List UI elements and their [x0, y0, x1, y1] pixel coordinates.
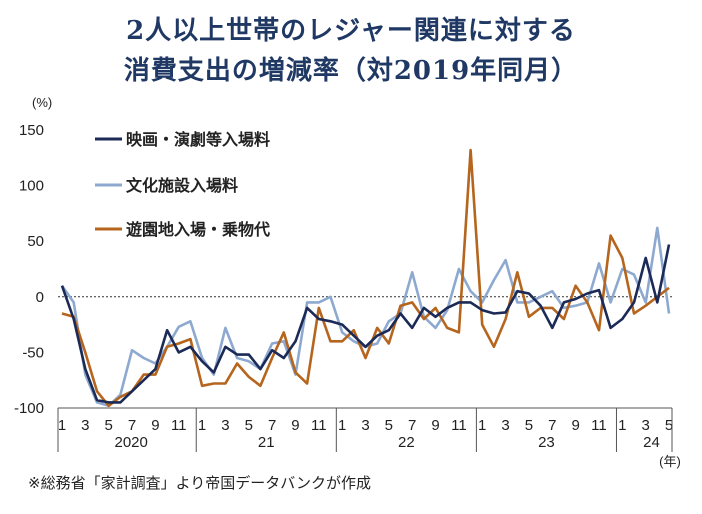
x-tick-label: 3: [81, 417, 89, 434]
x-tick-label: 5: [245, 417, 253, 434]
year-label: 24: [643, 434, 660, 451]
x-axis-label: (年): [659, 454, 681, 469]
x-tick-label: 1: [198, 417, 206, 434]
x-tick-label: 11: [591, 417, 607, 434]
x-tick-label: 5: [385, 417, 393, 434]
x-tick-label: 7: [548, 417, 556, 434]
x-tick-label: 9: [431, 417, 439, 434]
legend-label: 映画・演劇等入場料: [126, 130, 270, 149]
x-tick-label: 1: [58, 417, 66, 434]
y-tick-label: 50: [27, 233, 44, 250]
x-tick-label: 7: [408, 417, 416, 434]
x-tick-label: 1: [478, 417, 486, 434]
x-tick-label: 11: [311, 417, 327, 434]
x-tick-label: 11: [171, 417, 187, 434]
y-tick-label: 0: [36, 289, 44, 306]
year-label: 22: [398, 434, 415, 451]
series-line-3: [61, 148, 670, 408]
y-tick-label: -50: [22, 344, 44, 361]
chart-title-line2: 消費支出の増減率（対2019年同月）: [123, 56, 579, 86]
series-line-2: [60, 226, 671, 408]
year-label: 23: [538, 434, 555, 451]
y-tick-label: 150: [19, 122, 44, 139]
series-line-1: [60, 244, 671, 404]
x-tick-label: 5: [525, 417, 533, 434]
x-tick-label: 1: [338, 417, 346, 434]
y-tick-label: 100: [19, 178, 44, 195]
x-tick-label: 3: [361, 417, 369, 434]
legend-label: 遊園地入場・乗物代: [126, 220, 270, 239]
x-tick-label: 3: [221, 417, 229, 434]
source-note: ※総務省「家計調査」より帝国データバンクが作成: [28, 474, 372, 492]
x-tick-label: 7: [268, 417, 276, 434]
x-tick-label: 5: [665, 417, 673, 434]
x-tick-label: 9: [151, 417, 159, 434]
x-tick-label: 11: [451, 417, 467, 434]
y-tick-label: -100: [14, 400, 44, 417]
x-tick-label: 3: [641, 417, 649, 434]
x-tick-label: 9: [571, 417, 579, 434]
chart-title-line1: 2人以上世帯のレジャー関連に対する: [126, 16, 576, 46]
x-tick-label: 5: [105, 417, 113, 434]
x-tick-label: 1: [618, 417, 626, 434]
year-label: 21: [258, 434, 275, 451]
y-axis-label: (%): [32, 95, 52, 110]
legend-label: 文化施設入場料: [126, 176, 238, 195]
x-tick-label: 3: [501, 417, 509, 434]
x-tick-label: 9: [291, 417, 299, 434]
year-label: 2020: [115, 434, 148, 451]
x-tick-label: 7: [128, 417, 136, 434]
